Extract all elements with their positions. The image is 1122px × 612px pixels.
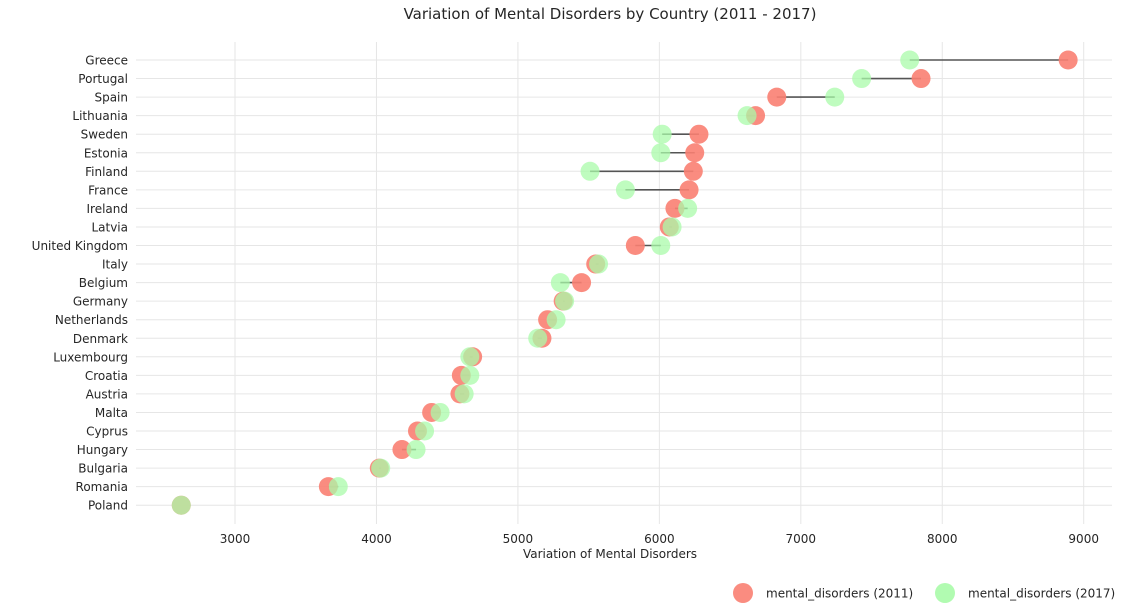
legend: mental_disorders (2011) mental_disorders … bbox=[733, 583, 1115, 603]
point-2011 bbox=[625, 236, 645, 255]
point-2017 bbox=[546, 310, 566, 330]
point-2017 bbox=[406, 440, 426, 460]
point-2017 bbox=[415, 421, 435, 441]
point-2017 bbox=[550, 273, 570, 293]
x-tick-label: 3000 bbox=[220, 532, 251, 546]
y-tick-label: Romania bbox=[76, 480, 128, 494]
y-tick-label: Denmark bbox=[73, 332, 128, 346]
point-2011 bbox=[683, 161, 703, 181]
y-tick-label: Greece bbox=[85, 54, 128, 68]
point-2017 bbox=[589, 254, 609, 274]
point-2011 bbox=[572, 273, 592, 293]
y-tick-label: Croatia bbox=[85, 369, 128, 383]
x-tick-label: 8000 bbox=[927, 532, 958, 546]
y-tick-label: Spain bbox=[94, 91, 128, 105]
y-tick-labels: Greece Portugal Spain Lithuania Sweden Estoni… bbox=[32, 54, 128, 513]
point-2017 bbox=[678, 198, 698, 218]
point-2017 bbox=[454, 384, 474, 404]
x-tick-label: 7000 bbox=[786, 532, 817, 546]
point-2017 bbox=[460, 347, 480, 367]
point-2011 bbox=[911, 69, 931, 89]
point-2011 bbox=[1058, 50, 1078, 70]
point-2017 bbox=[615, 180, 635, 200]
y-tick-label: Portugal bbox=[78, 72, 128, 86]
point-2017 bbox=[825, 87, 845, 107]
point-2011 bbox=[685, 143, 705, 163]
x-tick-label: 9000 bbox=[1068, 532, 1099, 546]
point-2017 bbox=[430, 402, 450, 422]
point-2011 bbox=[767, 87, 787, 107]
y-tick-label: Cyprus bbox=[86, 425, 128, 439]
legend-label-2017: mental_disorders (2017) bbox=[968, 587, 1115, 601]
point-2017 bbox=[900, 50, 920, 70]
point-2017 bbox=[528, 328, 548, 348]
x-tick-label: 6000 bbox=[644, 532, 675, 546]
point-2011 bbox=[392, 440, 412, 460]
point-2017 bbox=[371, 458, 391, 478]
point-2017 bbox=[652, 124, 672, 144]
y-tick-label: Hungary bbox=[77, 443, 128, 457]
point-2017 bbox=[171, 495, 191, 515]
y-tick-label: Ireland bbox=[86, 202, 128, 216]
point-2011 bbox=[679, 180, 699, 200]
y-tick-label: Lithuania bbox=[72, 109, 128, 123]
y-tick-label: Netherlands bbox=[55, 313, 128, 327]
x-tick-labels: 3000 4000 5000 6000 7000 8000 9000 bbox=[220, 532, 1099, 546]
y-tick-label: Italy bbox=[102, 258, 128, 272]
y-tick-label: Luxembourg bbox=[53, 350, 128, 364]
point-2011 bbox=[689, 124, 709, 144]
y-tick-label: Bulgaria bbox=[78, 462, 128, 476]
grid-lines bbox=[136, 42, 1112, 524]
point-2017 bbox=[651, 236, 671, 255]
legend-marker-2011 bbox=[733, 583, 753, 603]
point-2017 bbox=[460, 365, 480, 385]
point-2017 bbox=[852, 69, 872, 89]
y-tick-label: Estonia bbox=[84, 146, 128, 160]
x-tick-label: 5000 bbox=[503, 532, 534, 546]
legend-marker-2017 bbox=[935, 583, 955, 603]
x-tick-label: 4000 bbox=[361, 532, 392, 546]
point-2017 bbox=[328, 477, 348, 497]
y-tick-label: France bbox=[88, 183, 128, 197]
y-tick-label: Poland bbox=[88, 499, 128, 513]
point-2017 bbox=[580, 161, 600, 181]
y-tick-label: United Kingdom bbox=[32, 239, 128, 253]
legend-label-2011: mental_disorders (2011) bbox=[766, 587, 913, 601]
chart-title: Variation of Mental Disorders by Country… bbox=[404, 5, 817, 23]
point-2017 bbox=[737, 106, 757, 126]
point-2017 bbox=[555, 291, 575, 311]
y-tick-label: Sweden bbox=[81, 128, 128, 142]
y-tick-label: Belgium bbox=[79, 276, 128, 290]
data-points bbox=[171, 50, 1078, 515]
point-2017 bbox=[651, 143, 671, 163]
x-axis-label: Variation of Mental Disorders bbox=[523, 547, 697, 561]
point-2017 bbox=[662, 217, 682, 237]
y-tick-label: Latvia bbox=[91, 220, 128, 234]
y-tick-label: Malta bbox=[95, 406, 128, 420]
y-tick-label: Germany bbox=[73, 295, 128, 309]
y-tick-label: Austria bbox=[86, 387, 128, 401]
y-tick-label: Finland bbox=[85, 165, 128, 179]
